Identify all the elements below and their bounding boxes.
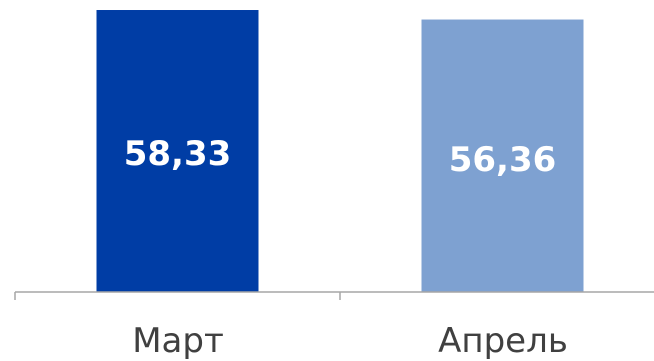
category-label-mart: Март (132, 321, 224, 361)
bars-group: 58,33 56,36 (96, 10, 584, 292)
category-label-aprel: Апрель (438, 321, 568, 361)
bar-value-label-mart: 58,33 (124, 134, 232, 174)
bar-aprel (421, 19, 584, 292)
bar-mart (96, 10, 259, 292)
bar-value-label-aprel: 56,36 (449, 140, 557, 180)
